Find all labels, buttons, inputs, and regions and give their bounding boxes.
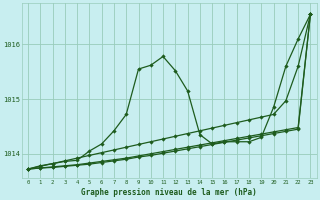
X-axis label: Graphe pression niveau de la mer (hPa): Graphe pression niveau de la mer (hPa) bbox=[81, 188, 257, 197]
